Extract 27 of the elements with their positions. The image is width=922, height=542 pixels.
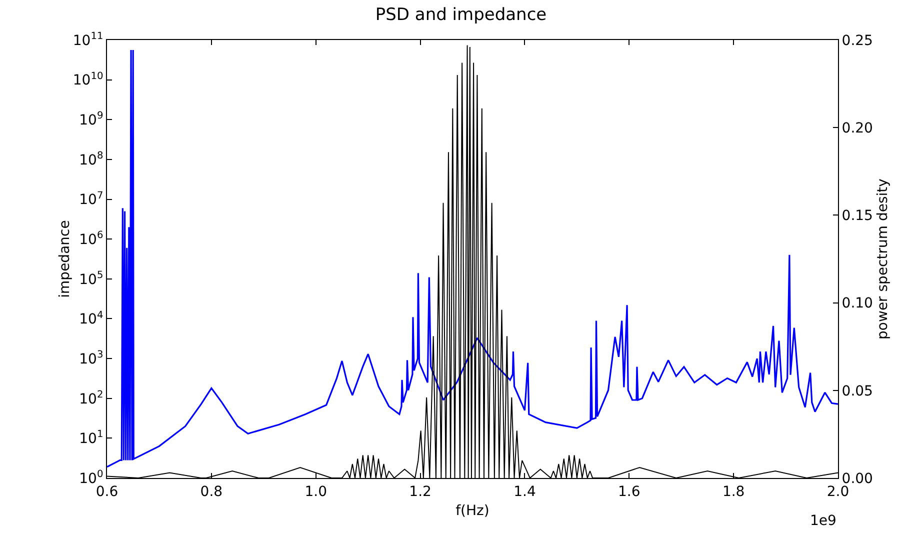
y-tick-label: 10$^{4}$ bbox=[79, 310, 104, 328]
y-tick-label: 10$^{9}$ bbox=[79, 110, 104, 129]
y2-tick-label: 0.10 bbox=[842, 296, 873, 312]
y-tick-label: 10$^{2}$ bbox=[79, 389, 104, 408]
x-tick-label: 0.8 bbox=[200, 484, 223, 500]
chart-title: PSD and impedance bbox=[375, 5, 547, 26]
x-tick-label: 1.0 bbox=[304, 484, 327, 500]
x-tick-label: 1.4 bbox=[514, 484, 536, 500]
y-tick-label: 10$^{3}$ bbox=[79, 350, 104, 368]
x-axis-title: f(Hz) bbox=[456, 503, 490, 520]
y2-tick-label: 0.05 bbox=[842, 383, 873, 400]
y2-tick-label: 0.25 bbox=[842, 32, 873, 49]
y2-axis-title: power spectrum desity bbox=[874, 178, 891, 340]
y-tick-label: 10$^{7}$ bbox=[79, 190, 104, 208]
y-tick-label: 10$^{6}$ bbox=[79, 230, 104, 248]
y2-tick-label: 0.15 bbox=[842, 208, 873, 224]
y-tick-label: 10$^{10}$ bbox=[72, 70, 104, 89]
y-axis-title: impedance bbox=[57, 220, 73, 298]
x-tick-label: 1.2 bbox=[409, 484, 432, 500]
x-tick-label: 1.8 bbox=[722, 484, 745, 500]
y2-tick-label: 0.20 bbox=[842, 120, 873, 136]
text: 1e9 bbox=[810, 513, 836, 529]
y-tick-label: 10$^{1}$ bbox=[79, 429, 104, 448]
y-tick-label: 10$^{11}$ bbox=[72, 31, 104, 49]
y-tick-label: 10$^{8}$ bbox=[79, 150, 104, 168]
x-tick-label: 1.6 bbox=[618, 484, 640, 500]
y-tick-label: 10$^{5}$ bbox=[79, 270, 104, 288]
